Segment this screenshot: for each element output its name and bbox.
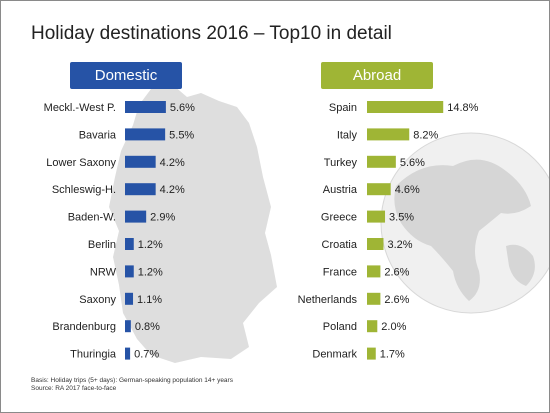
category-label-austria: Austria	[323, 184, 358, 196]
value-label-saxony: 1.1%	[137, 294, 162, 306]
value-label-austria: 4.6%	[395, 184, 420, 196]
category-label-turkey: Turkey	[324, 157, 358, 169]
value-label-baden-w: 2.9%	[150, 212, 175, 224]
category-label-meckl-west-p: Meckl.-West P.	[44, 102, 116, 114]
bar-greece	[367, 210, 386, 223]
category-label-schleswig-h: Schleswig-H.	[52, 184, 116, 196]
value-label-italy: 8.2%	[413, 129, 438, 141]
bar-meckl-west-p	[125, 101, 166, 113]
value-label-brandenburg: 0.8%	[135, 321, 160, 333]
value-label-spain: 14.8%	[447, 102, 478, 114]
domestic-header: Domestic	[70, 62, 182, 89]
bar-nrw	[125, 265, 134, 278]
category-label-denmark: Denmark	[312, 349, 357, 361]
bar-austria	[367, 183, 391, 196]
value-label-poland: 2.0%	[381, 321, 406, 333]
category-label-lower-saxony: Lower Saxony	[46, 157, 116, 169]
bar-turkey	[367, 155, 396, 168]
value-label-turkey: 5.6%	[400, 157, 425, 169]
abroad-header: Abroad	[321, 62, 433, 89]
bar-thuringia	[125, 347, 131, 360]
bar-spain	[367, 101, 444, 113]
globe-map-background	[380, 132, 549, 314]
bar-berlin	[125, 238, 134, 250]
category-label-spain: Spain	[329, 102, 357, 114]
value-label-thuringia: 0.7%	[134, 349, 159, 361]
category-label-croatia: Croatia	[322, 239, 358, 251]
value-label-schleswig-h: 4.2%	[160, 184, 185, 196]
category-label-nrw: NRW	[90, 266, 117, 278]
bar-poland	[367, 320, 378, 333]
bar-schleswig-h	[125, 183, 156, 196]
category-label-baden-w: Baden-W.	[68, 212, 116, 224]
value-label-meckl-west-p: 5.6%	[170, 102, 195, 114]
chart-title: Holiday destinations 2016 – Top10 in det…	[31, 23, 392, 44]
value-label-denmark: 1.7%	[380, 349, 405, 361]
category-label-brandenburg: Brandenburg	[52, 321, 116, 333]
bar-italy	[367, 128, 410, 141]
category-label-saxony: Saxony	[79, 294, 116, 306]
bar-saxony	[125, 292, 134, 305]
bar-brandenburg	[125, 320, 131, 333]
value-label-france: 2.6%	[384, 266, 409, 278]
value-label-croatia: 3.2%	[387, 239, 412, 251]
bar-croatia	[367, 238, 384, 250]
bar-netherlands	[367, 292, 381, 305]
bar-baden-w	[125, 210, 147, 223]
bar-lower-saxony	[125, 155, 156, 168]
category-label-poland: Poland	[323, 321, 357, 333]
value-label-lower-saxony: 4.2%	[160, 157, 185, 169]
category-label-bavaria: Bavaria	[79, 129, 117, 141]
category-label-netherlands: Netherlands	[298, 294, 358, 306]
value-label-bavaria: 5.5%	[169, 129, 194, 141]
value-label-berlin: 1.2%	[138, 239, 163, 251]
footnote: Basis: Holiday trips (5+ days): German-s…	[31, 377, 233, 393]
value-label-greece: 3.5%	[389, 212, 414, 224]
category-label-berlin: Berlin	[88, 239, 116, 251]
category-label-greece: Greece	[321, 212, 357, 224]
bar-bavaria	[125, 128, 166, 141]
footnote-basis: Basis: Holiday trips (5+ days): German-s…	[31, 377, 233, 384]
category-label-italy: Italy	[337, 129, 358, 141]
bar-france	[367, 265, 381, 278]
value-label-nrw: 1.2%	[138, 266, 163, 278]
footnote-source: Source: RA 2017 face-to-face	[31, 385, 117, 392]
bar-denmark	[367, 347, 376, 360]
category-label-thuringia: Thuringia	[70, 349, 117, 361]
germany-map-background	[109, 85, 277, 363]
category-label-france: France	[323, 266, 357, 278]
value-label-netherlands: 2.6%	[384, 294, 409, 306]
